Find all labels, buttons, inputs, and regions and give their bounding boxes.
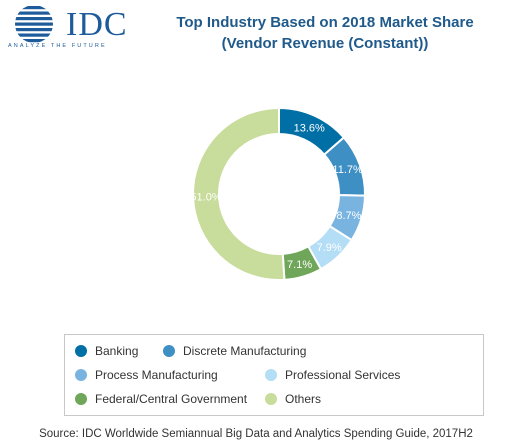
legend-swatch xyxy=(75,345,87,357)
legend-label: Process Manufacturing xyxy=(95,368,218,382)
donut-slice-others xyxy=(192,106,286,281)
legend-swatch xyxy=(163,345,175,357)
legend-swatch xyxy=(265,369,277,381)
data-label-federal-central-government: 7.1% xyxy=(287,259,312,271)
legend-item-discrete-manufacturing: Discrete Manufacturing xyxy=(163,344,306,358)
legend-label: Discrete Manufacturing xyxy=(183,344,307,358)
legend-item-process-manufacturing: Process Manufacturing xyxy=(75,368,218,382)
logo-wordmark: IDC xyxy=(66,6,128,43)
chart-title-line1: Top Industry Based on 2018 Market Share xyxy=(176,14,474,31)
data-label-others: 51.0% xyxy=(190,191,221,203)
legend-swatch xyxy=(75,369,87,381)
data-label-banking: 13.6% xyxy=(294,123,325,135)
legend-swatch xyxy=(265,393,277,405)
data-label-discrete-manufacturing: 11.7% xyxy=(332,164,363,176)
chart-legend: Banking Discrete Manufacturing Process Man… xyxy=(64,334,484,416)
data-label-process-manufacturing: 8.7% xyxy=(336,210,361,222)
logo-tagline: ANALYZE THE FUTURE xyxy=(8,43,107,49)
legend-label: Banking xyxy=(95,344,139,358)
legend-swatch xyxy=(75,393,87,405)
legend-label: Professional Services xyxy=(285,368,401,382)
legend-item-professional-services: Professional Services xyxy=(265,368,400,382)
chart-title: Top Industry Based on 2018 Market Share … xyxy=(150,12,500,54)
globe-icon xyxy=(15,6,53,43)
idc-logo: IDC ANALYZE THE FUTURE xyxy=(6,4,136,49)
legend-label: Federal/Central Government xyxy=(95,392,248,406)
legend-item-federal-central-government: Federal/Central Government xyxy=(75,392,247,406)
legend-item-banking: Banking xyxy=(75,344,138,358)
chart-title-line2: (Vendor Revenue (Constant)) xyxy=(221,35,429,52)
data-label-professional-services: 7.9% xyxy=(317,242,342,254)
legend-item-others: Others xyxy=(265,392,321,406)
legend-label: Others xyxy=(285,392,322,406)
source-note: Source: IDC Worldwide Semiannual Big Dat… xyxy=(39,428,473,440)
